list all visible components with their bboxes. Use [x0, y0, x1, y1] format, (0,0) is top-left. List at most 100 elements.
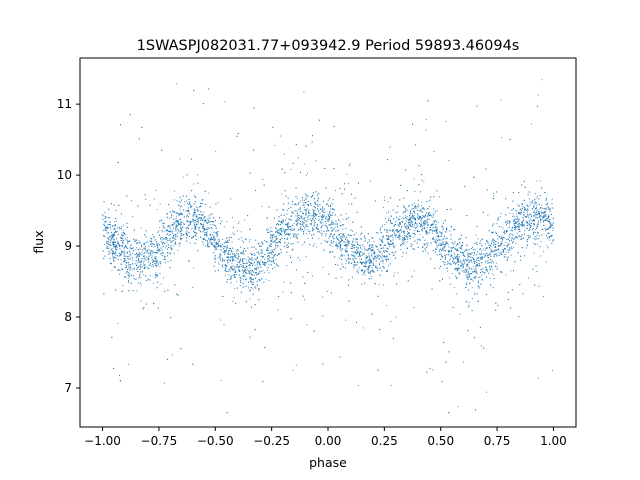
data-point: [235, 254, 237, 256]
data-point: [334, 226, 336, 228]
data-point: [231, 266, 233, 268]
data-point: [149, 275, 151, 277]
data-point: [466, 249, 468, 251]
data-point: [546, 203, 548, 205]
data-point: [205, 228, 207, 230]
data-point: [163, 382, 165, 384]
data-point: [359, 253, 361, 255]
data-point: [458, 250, 459, 252]
data-point: [285, 219, 287, 221]
data-point: [111, 269, 113, 271]
data-point: [392, 244, 394, 246]
data-point: [243, 258, 245, 260]
data-point: [352, 241, 354, 243]
data-point: [313, 220, 315, 222]
data-point: [394, 235, 396, 237]
data-point: [511, 228, 513, 230]
data-point: [436, 227, 438, 229]
data-point: [353, 244, 355, 246]
data-point: [277, 309, 279, 311]
data-point: [217, 230, 219, 232]
data-point: [462, 263, 464, 265]
data-point: [214, 249, 216, 251]
data-point: [437, 222, 439, 224]
data-point: [180, 212, 182, 214]
data-point: [537, 223, 539, 225]
data-point: [510, 254, 512, 256]
data-point: [513, 238, 515, 240]
data-point: [496, 254, 498, 256]
data-point: [379, 238, 381, 240]
data-point: [417, 218, 419, 220]
data-point: [153, 198, 155, 200]
data-point: [112, 258, 114, 260]
data-point: [448, 251, 450, 253]
data-point: [176, 83, 178, 85]
data-point: [454, 247, 456, 249]
data-point: [388, 236, 390, 238]
data-point: [471, 262, 473, 264]
data-point: [223, 245, 225, 247]
data-point: [220, 319, 222, 321]
data-point: [322, 266, 324, 268]
data-point: [473, 259, 475, 261]
data-point: [377, 295, 379, 297]
data-point: [399, 230, 401, 232]
data-point: [511, 248, 513, 250]
data-point: [270, 249, 272, 251]
data-point: [262, 256, 264, 258]
data-point: [321, 226, 323, 228]
data-point: [124, 252, 126, 254]
data-point: [178, 245, 180, 247]
data-point: [192, 287, 194, 289]
data-point: [130, 200, 132, 202]
data-point: [160, 249, 162, 251]
data-point: [244, 275, 246, 277]
data-point: [237, 256, 239, 258]
data-point: [168, 230, 170, 232]
data-point: [476, 272, 478, 274]
data-point: [125, 264, 127, 266]
data-point: [120, 251, 122, 253]
data-point: [257, 256, 259, 258]
data-point: [259, 272, 261, 274]
data-point: [237, 230, 239, 232]
data-point: [440, 236, 442, 238]
data-point: [129, 251, 131, 253]
data-point: [439, 254, 441, 256]
data-point: [248, 287, 249, 289]
data-point: [240, 259, 242, 261]
data-point: [406, 215, 408, 217]
data-point: [344, 241, 346, 243]
data-point: [145, 198, 147, 200]
data-point: [544, 216, 546, 218]
data-point: [109, 235, 110, 237]
data-point: [157, 243, 159, 245]
data-point: [228, 274, 230, 276]
data-point: [216, 242, 218, 244]
data-point: [122, 229, 124, 231]
data-point: [280, 228, 282, 230]
data-point: [337, 230, 339, 232]
data-point: [466, 265, 468, 267]
data-point: [548, 232, 550, 234]
data-point: [249, 239, 251, 241]
data-point: [476, 263, 478, 265]
data-point: [164, 262, 166, 264]
data-point: [346, 250, 348, 252]
data-point: [343, 188, 345, 190]
data-point: [275, 246, 277, 248]
data-point: [417, 213, 419, 215]
data-point: [171, 248, 173, 250]
data-point: [401, 217, 403, 219]
data-point: [436, 210, 438, 212]
data-point: [180, 233, 182, 235]
data-point: [107, 227, 109, 229]
data-point: [404, 222, 406, 224]
data-point: [350, 229, 352, 231]
data-point: [288, 208, 290, 210]
data-point: [199, 217, 201, 219]
data-point: [384, 255, 385, 257]
data-point: [228, 256, 230, 258]
data-point: [226, 245, 228, 247]
